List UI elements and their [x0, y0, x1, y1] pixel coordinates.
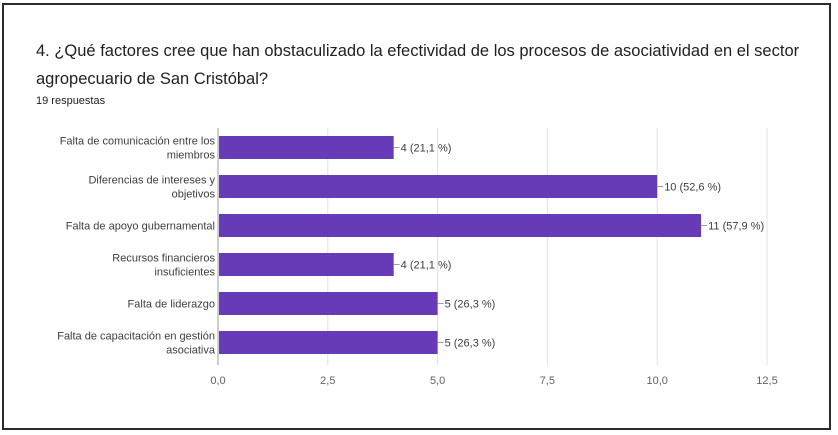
x-tick-label: 2,5 — [320, 375, 335, 387]
x-tick-label: 7,5 — [540, 375, 555, 387]
x-tick-label: 12,5 — [756, 375, 777, 387]
data-label: 5 (26,3 %) — [445, 338, 496, 350]
data-label: 10 (52,6 %) — [664, 182, 721, 194]
x-tick-label: 0,0 — [210, 375, 225, 387]
category-label: Falta de comunicación entre los miembros — [60, 136, 216, 162]
category-label: Falta de liderazgo — [128, 299, 215, 311]
x-tick-label: 10,0 — [646, 375, 667, 387]
data-label: 5 (26,3 %) — [445, 299, 496, 311]
bar — [219, 331, 438, 354]
question-title: 4. ¿Qué factores cree que han obstaculiz… — [36, 42, 800, 88]
bar — [219, 136, 394, 159]
data-label: 4 (21,1 %) — [401, 143, 452, 155]
response-count: 19 respuestas — [36, 95, 106, 107]
category-label: Diferencias de intereses y objetivos — [88, 175, 215, 201]
category-label: Recursos financieros insuficientes — [112, 253, 215, 279]
data-label: 4 (21,1 %) — [401, 260, 452, 272]
x-tick-label: 5,0 — [430, 375, 445, 387]
bar — [219, 214, 702, 237]
category-label: Falta de capacitación en gestión asociati… — [57, 331, 216, 357]
bar — [219, 292, 438, 315]
bar — [219, 253, 394, 276]
category-label: Falta de apoyo gubernamental — [66, 221, 215, 233]
data-label: 11 (57,9 %) — [708, 221, 764, 233]
bar — [219, 175, 658, 198]
